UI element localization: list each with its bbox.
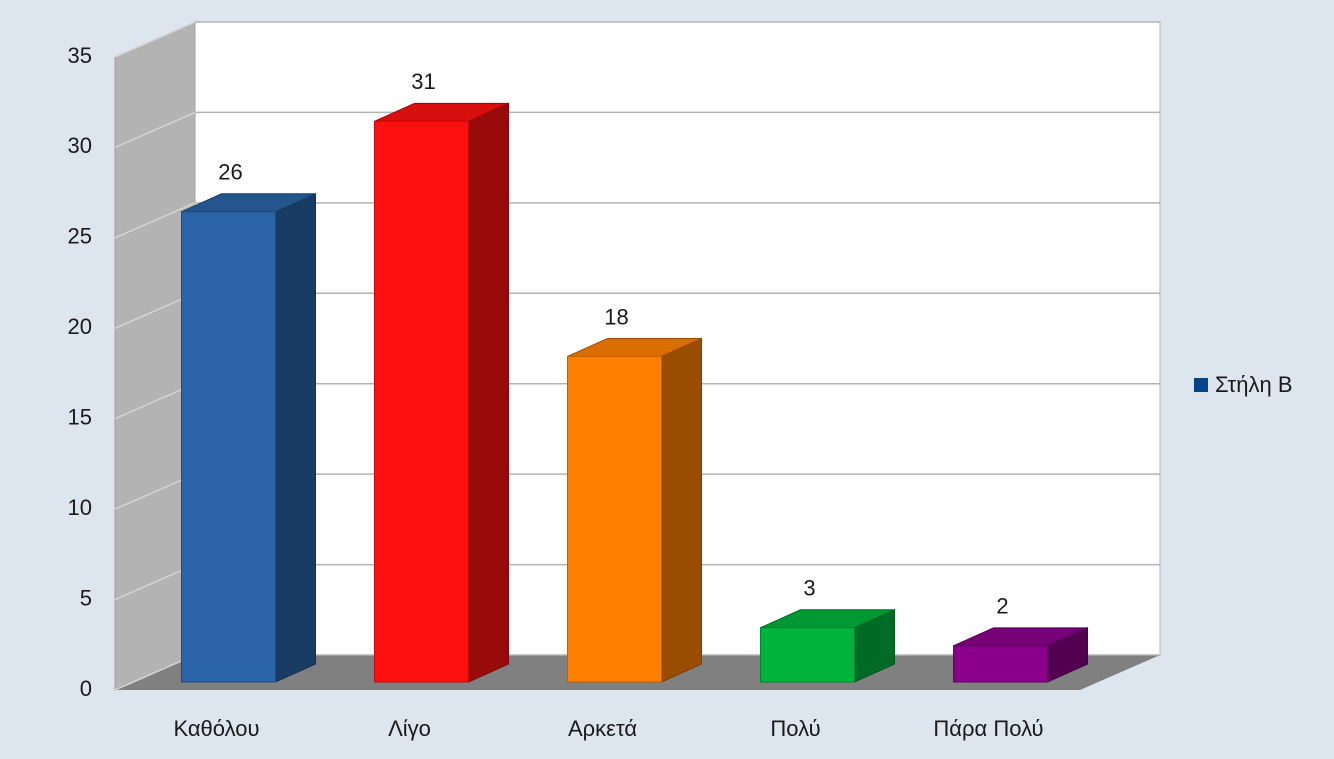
bar-side xyxy=(275,192,316,683)
bar-front xyxy=(567,355,662,683)
bar-front xyxy=(374,120,469,683)
bar-front xyxy=(760,627,855,683)
data-label: 3 xyxy=(803,576,815,601)
legend-swatch xyxy=(1194,378,1208,392)
side-grid-line xyxy=(114,21,196,58)
bar xyxy=(953,627,1088,683)
bar-side xyxy=(661,337,702,683)
x-tick-label: Πάρα Πολύ xyxy=(933,716,1043,741)
side-grid-line xyxy=(114,111,196,149)
x-tick-label: Λίγο xyxy=(388,716,431,741)
x-tick-label: Πολύ xyxy=(770,716,820,741)
bar xyxy=(567,337,702,683)
bar xyxy=(760,608,895,683)
side-grid-line xyxy=(114,202,196,239)
y-tick-label: 30 xyxy=(68,133,92,158)
data-label: 26 xyxy=(218,160,242,185)
bar-front xyxy=(953,645,1048,683)
y-tick-label: 15 xyxy=(68,405,92,430)
legend-label: Στήλη B xyxy=(1215,372,1293,397)
data-label: 2 xyxy=(996,594,1008,619)
data-label: 18 xyxy=(604,304,628,329)
x-tick-label: Αρκετά xyxy=(568,716,637,741)
y-tick-label: 20 xyxy=(68,314,92,339)
y-tick-label: 35 xyxy=(68,43,92,68)
x-tick-label: Καθόλου xyxy=(173,716,259,741)
bar-side xyxy=(468,102,509,683)
y-tick-label: 10 xyxy=(68,495,92,520)
y-tick-label: 5 xyxy=(80,585,92,610)
y-tick-label: 25 xyxy=(68,224,92,249)
bar-front xyxy=(181,211,276,683)
y-tick-label: 0 xyxy=(80,676,92,701)
bar xyxy=(374,102,509,683)
data-label: 31 xyxy=(411,69,435,94)
bar xyxy=(181,192,316,683)
